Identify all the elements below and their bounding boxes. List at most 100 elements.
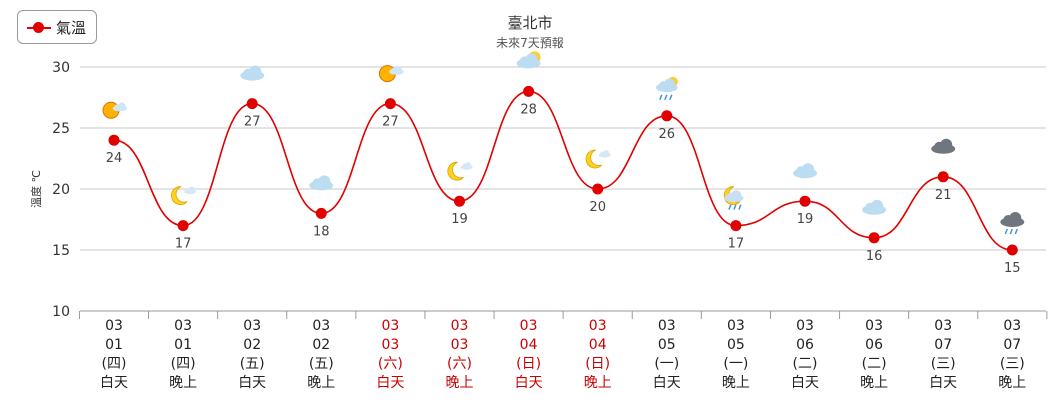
data-label: 17 [175, 237, 192, 252]
data-point [384, 98, 396, 110]
x-label-day: 04 [589, 337, 607, 353]
x-label-weekday: (五) [309, 356, 334, 372]
x-label-month: 03 [381, 318, 399, 334]
rain-drop [664, 94, 668, 101]
x-label-period: 白天 [515, 375, 543, 391]
rain-drop [728, 204, 732, 210]
cloud-part [188, 186, 195, 193]
cloudy-rain-moon-icon [723, 186, 744, 210]
data-point [454, 195, 465, 207]
data-label: 24 [106, 151, 123, 166]
sunny-cloudy-icon [102, 101, 128, 119]
data-point [177, 220, 189, 232]
x-label-month: 03 [174, 318, 192, 334]
x-label-month: 03 [520, 318, 538, 334]
x-label-day: 01 [105, 337, 123, 353]
rain-drop [738, 204, 742, 210]
data-point [246, 98, 258, 110]
x-label-month: 03 [934, 318, 952, 334]
data-label: 19 [451, 212, 468, 227]
x-label-weekday: (四) [102, 356, 127, 372]
x-label-period: 白天 [100, 375, 128, 391]
x-label-weekday: (日) [516, 356, 541, 372]
chart-title: 臺北市 [507, 14, 553, 32]
x-label-weekday: (日) [585, 356, 610, 372]
x-label-month: 03 [243, 318, 261, 334]
x-label-weekday: (二) [862, 356, 887, 372]
cloud-part [731, 190, 742, 200]
x-label-period: 晚上 [446, 375, 474, 391]
data-label: 18 [313, 224, 330, 239]
cloud-part [802, 163, 814, 176]
x-label-month: 03 [865, 318, 883, 334]
x-label-month: 03 [589, 318, 607, 334]
x-label-period: 白天 [929, 375, 957, 391]
x-label-month: 03 [312, 318, 330, 334]
data-point [592, 183, 604, 195]
data-label: 27 [382, 115, 399, 130]
y-tick-label: 15 [52, 243, 70, 259]
x-label-day: 03 [451, 337, 469, 353]
x-label-weekday: (四) [171, 356, 196, 372]
legend-dot-swatch [33, 22, 44, 33]
x-label-weekday: (三) [931, 356, 956, 372]
data-label: 19 [797, 212, 814, 227]
data-label: 20 [589, 200, 606, 215]
y-tick-label: 30 [52, 60, 70, 76]
cloud-part [249, 65, 262, 78]
x-label-day: 07 [934, 337, 952, 353]
x-label-month: 03 [451, 318, 469, 334]
x-label-weekday: (一) [654, 356, 679, 372]
x-label-weekday: (三) [1000, 356, 1025, 372]
data-label: 26 [659, 127, 676, 142]
cloudy-sunny-icon [516, 51, 541, 69]
data-point [108, 134, 120, 146]
x-label-day: 01 [174, 337, 192, 353]
y-tick-label: 10 [52, 304, 70, 320]
cloudy-icon [309, 175, 334, 191]
cloud-part [465, 162, 471, 169]
moon-cloudy-icon [447, 161, 473, 181]
data-point [937, 171, 949, 183]
data-label: 16 [866, 249, 883, 264]
cloud-part [871, 199, 884, 212]
cloud-part [603, 150, 610, 156]
data-point [315, 207, 327, 219]
rain-drop [669, 94, 673, 101]
x-label-month: 03 [796, 318, 814, 334]
cloud-part [940, 138, 953, 151]
moon [585, 149, 602, 169]
cloudy-icon [793, 163, 817, 179]
dark-cloudy-rain-icon [1000, 212, 1025, 235]
x-label-day: 06 [796, 337, 814, 353]
data-label: 28 [520, 102, 537, 117]
x-label-day: 03 [381, 337, 399, 353]
y-tick-label: 20 [52, 182, 70, 198]
moon [171, 186, 188, 205]
data-label: 17 [728, 237, 745, 252]
data-point [661, 110, 673, 122]
x-label-day: 02 [312, 337, 330, 353]
data-point [1006, 244, 1018, 256]
cloud-part [1009, 212, 1022, 224]
dark-cloudy-icon [931, 138, 956, 154]
x-label-month: 03 [727, 318, 745, 334]
rain-drop [733, 204, 737, 210]
data-point [523, 85, 535, 97]
x-label-period: 晚上 [722, 375, 750, 391]
data-label: 21 [935, 188, 952, 203]
x-label-period: 晚上 [307, 375, 335, 391]
x-label-month: 03 [1003, 318, 1021, 334]
data-point [799, 195, 811, 207]
moon [447, 161, 464, 181]
rain-drop [1004, 228, 1008, 235]
cloud-part [394, 65, 402, 73]
x-label-period: 白天 [376, 375, 404, 391]
x-label-weekday: (五) [240, 356, 265, 372]
x-label-period: 晚上 [169, 375, 197, 391]
x-label-period: 白天 [791, 375, 819, 391]
legend[interactable]: 氣溫 [17, 10, 97, 44]
chart-subtitle: 未來7天預報 [496, 36, 564, 50]
x-label-month: 03 [105, 318, 123, 334]
